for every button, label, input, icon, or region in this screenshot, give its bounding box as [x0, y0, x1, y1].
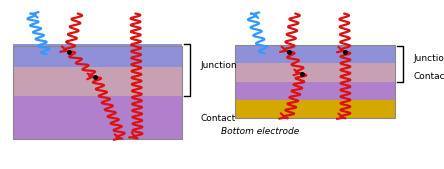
Bar — [13, 67, 182, 96]
Text: Contact: Contact — [414, 72, 444, 81]
Bar — [13, 96, 182, 139]
Text: Junction: Junction — [414, 54, 444, 63]
Bar — [235, 82, 395, 100]
Text: Contact: Contact — [201, 114, 236, 123]
Bar — [13, 46, 182, 139]
Bar — [235, 45, 395, 118]
Bar — [235, 63, 395, 82]
Bar — [235, 100, 395, 118]
Bar — [13, 44, 182, 67]
Text: Junction: Junction — [201, 61, 237, 70]
Text: Bottom electrode: Bottom electrode — [221, 127, 299, 136]
Bar — [235, 46, 395, 63]
